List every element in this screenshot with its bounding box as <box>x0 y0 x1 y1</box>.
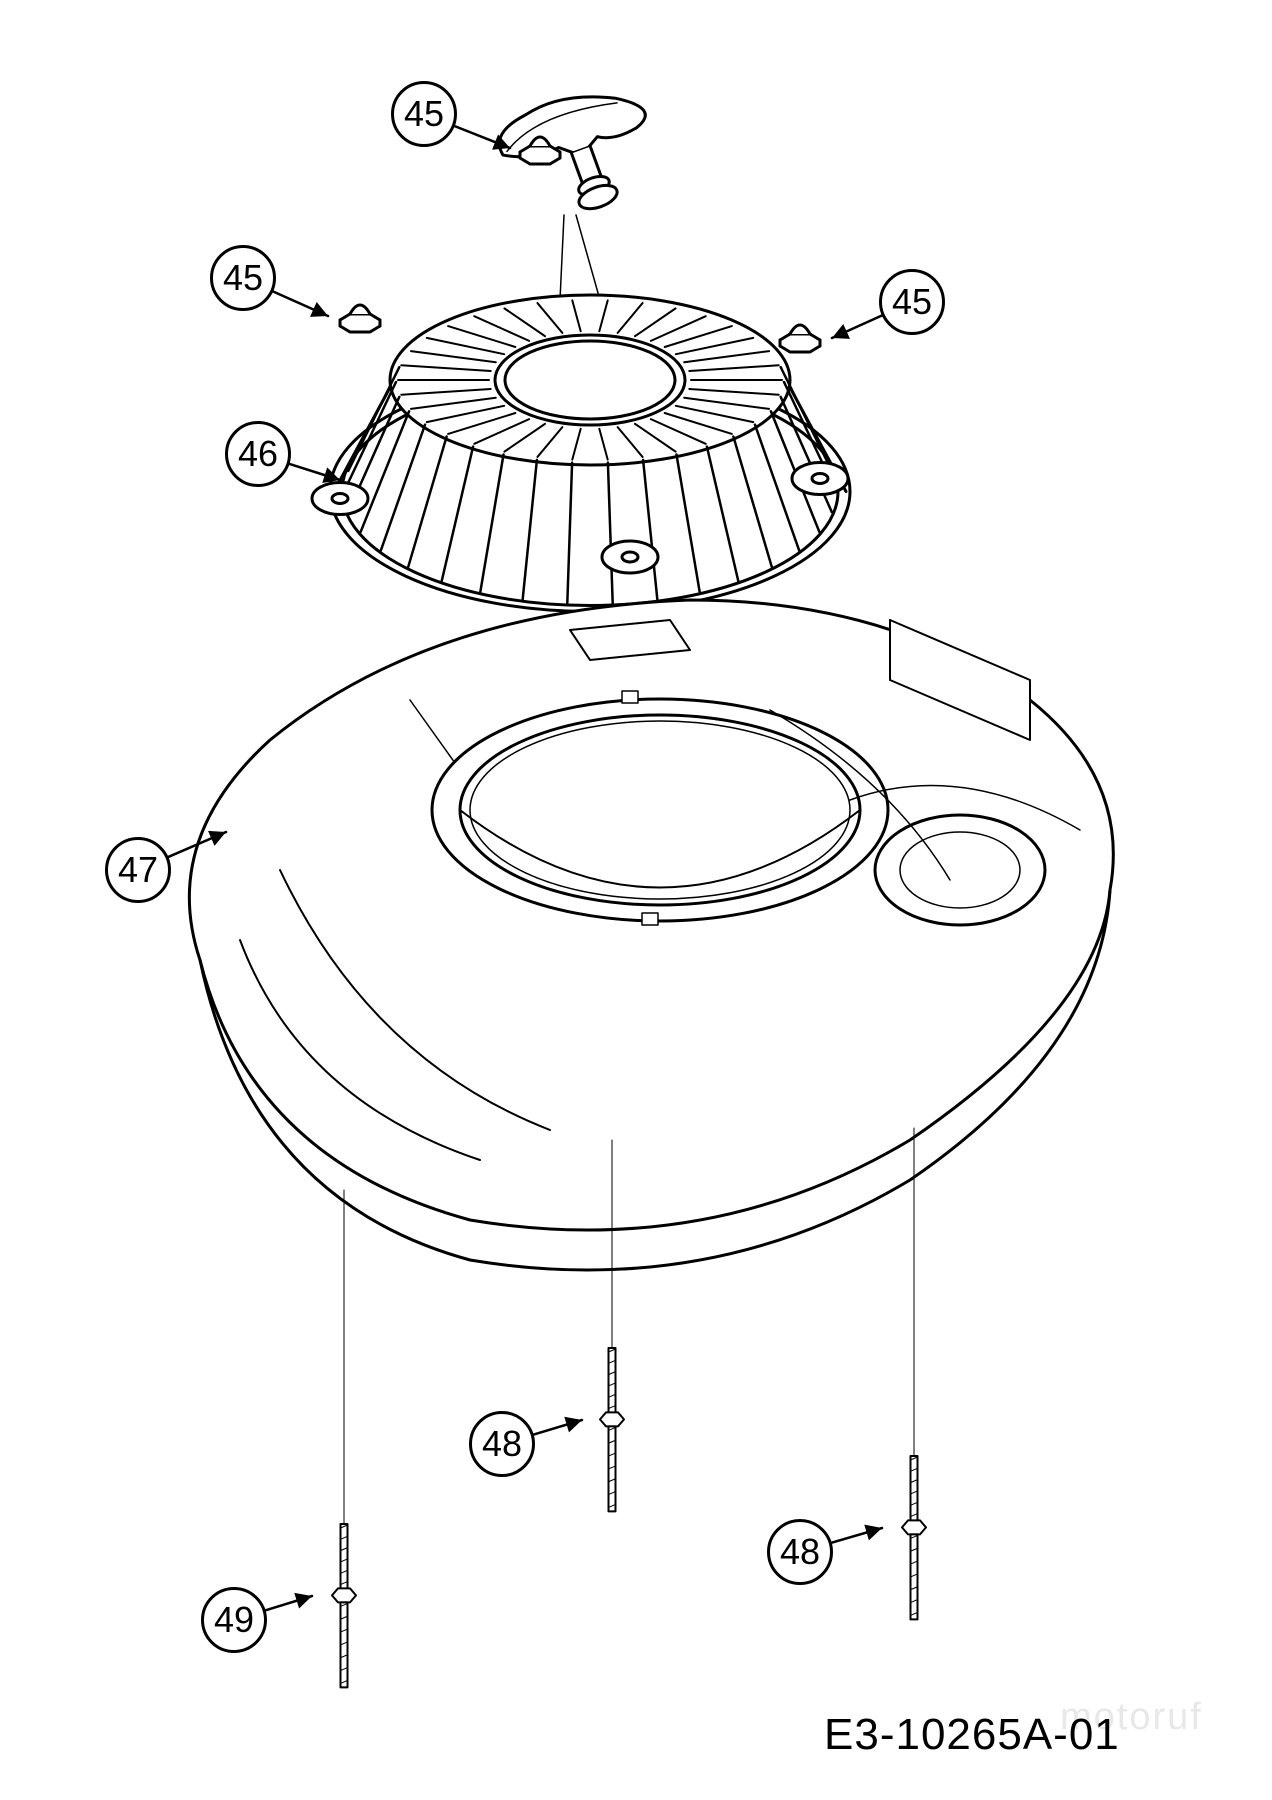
drawing-id: E3-10265A-01 <box>824 1710 1120 1760</box>
callout-48: 48 <box>469 1411 535 1477</box>
callout-45: 45 <box>391 81 457 147</box>
callout-45: 45 <box>879 269 945 335</box>
callout-45: 45 <box>210 245 276 311</box>
callout-47: 47 <box>105 837 171 903</box>
callout-49: 49 <box>201 1587 267 1653</box>
callout-48: 48 <box>767 1519 833 1585</box>
parts-diagram-svg <box>0 0 1272 1800</box>
callout-46: 46 <box>225 421 291 487</box>
